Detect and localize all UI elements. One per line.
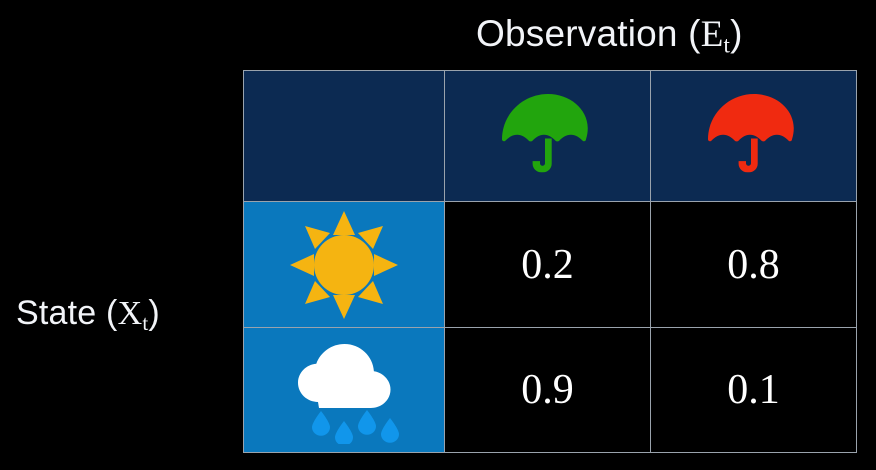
state-cell-rainy bbox=[243, 326, 445, 454]
table-header-row bbox=[243, 69, 857, 203]
state-label-suffix: ) bbox=[148, 294, 160, 332]
sun-icon bbox=[244, 202, 444, 326]
table-row: 0.9 0.1 bbox=[243, 326, 857, 454]
observation-label-suffix: ) bbox=[730, 13, 743, 54]
state-axis-label: State (Xt) bbox=[16, 292, 160, 344]
observation-label-prefix: Observation ( bbox=[476, 13, 701, 54]
observation-subscript: t bbox=[723, 32, 731, 58]
state-label-prefix: State ( bbox=[16, 294, 118, 332]
probability-cell-rainy-green: 0.9 bbox=[444, 326, 651, 454]
probability-cell-rainy-red: 0.1 bbox=[650, 326, 857, 454]
observation-axis-label: Observation (Et) bbox=[476, 12, 743, 67]
header-cell-umbrella-green bbox=[444, 69, 651, 203]
state-subscript: t bbox=[142, 310, 149, 335]
sensor-model-table: 0.2 0.8 0.9 0 bbox=[243, 69, 857, 454]
red-umbrella-icon bbox=[651, 71, 856, 201]
probability-cell-sunny-red: 0.8 bbox=[650, 201, 857, 328]
green-umbrella-icon bbox=[445, 71, 650, 201]
header-cell-umbrella-red bbox=[650, 69, 857, 203]
rain-cloud-icon bbox=[244, 328, 444, 452]
table-corner-cell bbox=[243, 69, 445, 203]
probability-cell-sunny-green: 0.2 bbox=[444, 201, 651, 328]
table-row: 0.2 0.8 bbox=[243, 201, 857, 328]
state-cell-sunny bbox=[243, 201, 445, 328]
observation-variable: E bbox=[700, 14, 724, 55]
state-variable: X bbox=[117, 295, 143, 332]
